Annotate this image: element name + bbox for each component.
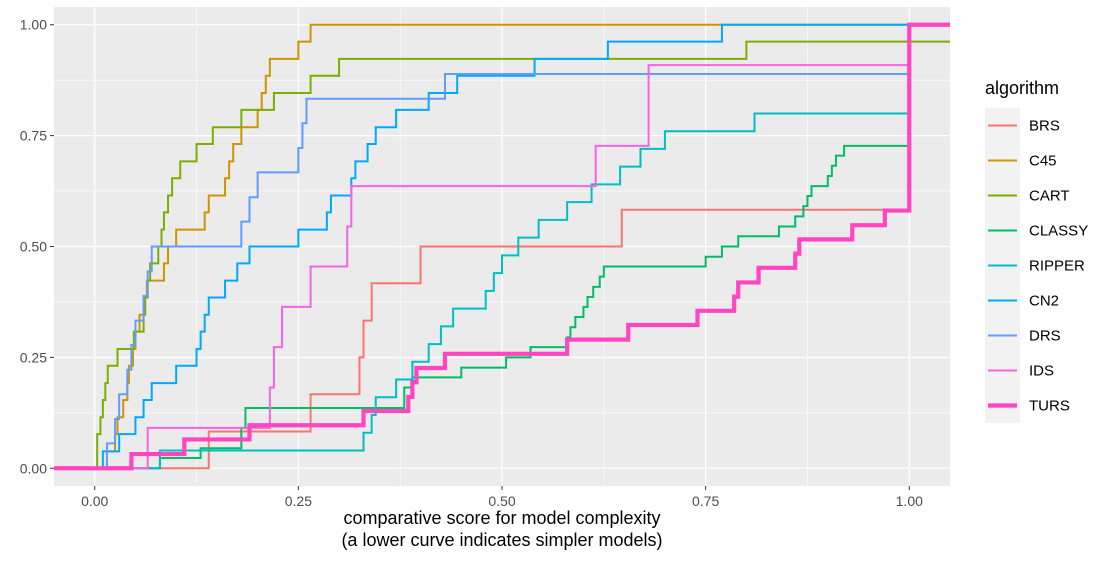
legend-label: CLASSY — [1029, 223, 1088, 240]
legend-label: CART — [1029, 188, 1070, 205]
x-axis-title-line-1: comparative score for model complexity — [343, 508, 660, 528]
series-line-classy — [54, 23, 950, 470]
y-tick-label: 1.00 — [20, 17, 47, 33]
y-tick-label: 0.50 — [20, 239, 47, 255]
y-axis: 0.00 0.25 0.50 0.75 1.00 — [20, 17, 54, 476]
legend-title: algorithm — [985, 78, 1059, 98]
legend: algorithm BRS C45 CART CLASSY RIPPER CN2 DRS ID… — [985, 78, 1088, 423]
series-line-turs — [54, 22, 950, 471]
y-tick-label: 0.00 — [20, 460, 47, 476]
legend-label: IDS — [1029, 363, 1054, 380]
y-tick-label: 0.25 — [20, 349, 47, 365]
legend-label: CN2 — [1029, 293, 1059, 310]
legend-label: DRS — [1029, 328, 1061, 345]
x-tick-label: 0.25 — [285, 493, 312, 509]
x-axis-title-line-2: (a lower curve indicates simpler models) — [341, 530, 662, 550]
x-axis: 0.00 0.25 0.50 0.75 1.00 — [81, 486, 923, 509]
x-tick-label: 0.50 — [488, 493, 515, 509]
series-line-ids — [54, 23, 950, 470]
y-tick-label: 0.75 — [20, 128, 47, 144]
legend-label: TURS — [1029, 398, 1070, 415]
legend-label: BRS — [1029, 118, 1060, 135]
series-line-drs — [54, 23, 950, 470]
x-tick-label: 1.00 — [896, 493, 923, 509]
legend-label: RIPPER — [1029, 258, 1085, 275]
x-tick-label: 0.00 — [81, 493, 108, 509]
series-line-cn2 — [54, 23, 950, 470]
legend-label: C45 — [1029, 153, 1057, 170]
series-layer — [54, 22, 950, 471]
series-line-brs — [54, 23, 950, 470]
x-tick-label: 0.75 — [692, 493, 719, 509]
